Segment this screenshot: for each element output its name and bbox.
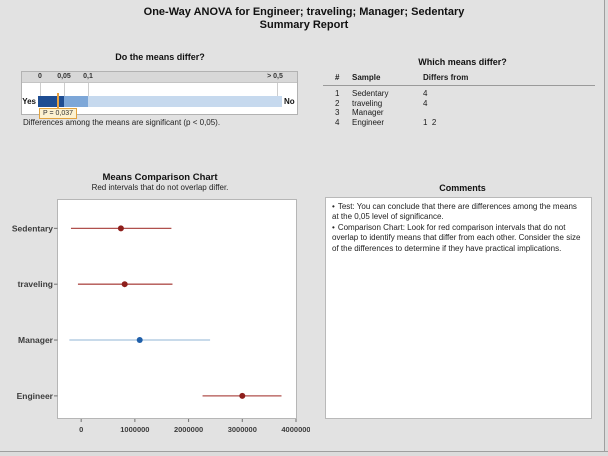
y-axis-category-label: Sedentary: [12, 223, 53, 233]
row-num: 2: [335, 98, 340, 108]
interval-mean-dot: [121, 281, 128, 288]
column-header-sample: Sample: [352, 73, 381, 82]
gauge-segment-significant: [38, 96, 64, 107]
p-value-label: P = 0,037: [39, 108, 78, 119]
comment-text: Comparison Chart: Look for red compariso…: [332, 222, 581, 253]
gauge-scale-label: > 0,5: [267, 73, 283, 80]
row-num: 4: [335, 118, 340, 128]
gauge-tick: [88, 83, 89, 96]
differs-table-header: # Sample Differs from: [320, 73, 605, 83]
window-border-right: [604, 0, 608, 456]
gauge-segment-not-significant: [88, 96, 282, 107]
chart-title: Means Comparison Chart: [102, 172, 218, 183]
row-differs: 4: [423, 89, 428, 98]
interval-mean-dot: [239, 392, 246, 399]
bullet-icon: •: [332, 222, 335, 232]
gauge-scale-header: 0 0,05 0,1 > 0,5: [22, 72, 297, 83]
report-title: One-Way ANOVA for Engineer; traveling; M…: [0, 6, 608, 32]
gauge-tick: [64, 83, 65, 96]
x-axis-tick-label: 1000000: [120, 425, 149, 434]
table-row: 2 traveling 4: [320, 99, 605, 109]
gauge-title: Do the means differ?: [115, 52, 205, 62]
window-border-bottom: [0, 451, 608, 456]
row-sample: traveling: [352, 98, 383, 108]
gauge-yes-label: Yes: [22, 97, 36, 106]
column-header-differs: Differs from: [423, 73, 469, 82]
interval-mean-dot: [136, 337, 143, 344]
comment-bullet: • Test: You can conclude that there are d…: [332, 202, 585, 223]
comments-title: Comments: [439, 183, 486, 193]
x-axis-tick-label: 0: [79, 425, 83, 434]
bullet-icon: •: [332, 202, 335, 211]
x-axis-tick-label: 4000000: [281, 425, 310, 434]
x-axis-tick-label: 3000000: [228, 425, 257, 434]
chart-subtitle: Red intervals that do not overlap differ…: [91, 183, 229, 192]
significance-caption: Differences among the means are signific…: [23, 118, 221, 127]
means-comparison-panel[interactable]: Means Comparison Chart Red intervals tha…: [10, 172, 310, 444]
plot-area: [57, 199, 297, 419]
gauge-segment-marginal: [64, 96, 88, 107]
table-header-rule: [323, 85, 595, 86]
gauge-tick: [277, 83, 278, 96]
row-num: 1: [335, 89, 340, 98]
comment-text: Test: You can conclude that there are di…: [332, 202, 577, 222]
column-header-num: #: [335, 73, 340, 82]
p-value-gauge: 0 0,05 0,1 > 0,5 Yes No P = 0,037: [21, 71, 298, 119]
gauge-scale-label: 0,05: [57, 73, 71, 80]
which-means-differ-panel[interactable]: Which means differ? # Sample Differs fro…: [320, 57, 605, 128]
gauge-scale-label: 0,1: [83, 73, 93, 80]
table-row: 4 Engineer 1 2: [320, 118, 605, 128]
y-axis-category-label: Engineer: [17, 391, 54, 401]
means-differ-panel[interactable]: Do the means differ? 0 0,05 0,1 > 0,5 Ye…: [15, 52, 305, 134]
report-title-line2: Summary Report: [259, 19, 349, 31]
differs-table-title: Which means differ?: [418, 57, 507, 67]
row-num: 3: [335, 108, 340, 118]
means-comparison-svg: 0 1000000 2000000 3000000 4000000 Sedentary tr…: [12, 199, 310, 434]
gauge-scale-label: 0: [38, 73, 42, 80]
gauge-no-label: No: [284, 97, 295, 106]
x-axis-tick-label: 2000000: [174, 425, 203, 434]
table-row: 3 Manager: [320, 108, 605, 118]
comments-panel[interactable]: Comments • Test: You can conclude that th…: [320, 183, 605, 419]
row-sample: Sedentary: [352, 89, 389, 98]
y-axis-category-label: Manager: [18, 335, 54, 345]
row-sample: Manager: [352, 108, 384, 118]
comment-bullet: • Comparison Chart: Look for red comparis…: [332, 223, 585, 254]
table-row: 1 Sedentary 4: [320, 89, 605, 99]
row-differs: 1 2: [423, 118, 437, 128]
comments-box: • Test: You can conclude that there are d…: [325, 197, 592, 419]
gauge-bar: [38, 96, 282, 107]
interval-mean-dot: [117, 225, 124, 232]
p-value-marker: [56, 93, 59, 110]
report-title-line1: One-Way ANOVA for Engineer; traveling; M…: [143, 6, 465, 18]
row-sample: Engineer: [352, 118, 385, 128]
row-differs: 4: [423, 98, 428, 108]
y-axis-category-label: traveling: [18, 279, 53, 289]
gauge-tick: [40, 83, 41, 96]
